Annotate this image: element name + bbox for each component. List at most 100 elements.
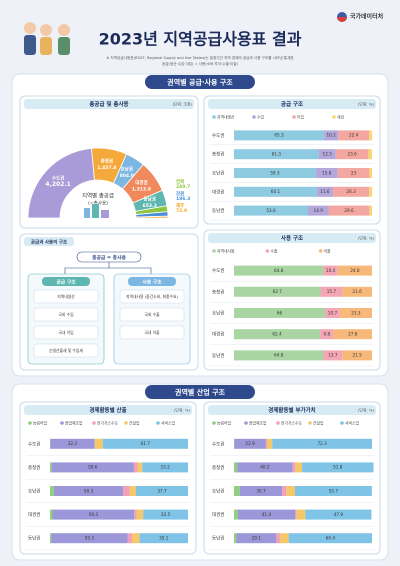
bar-segment	[369, 168, 372, 178]
value-label: 10.4	[326, 268, 336, 273]
value-label: 61.3	[272, 152, 282, 157]
category-label: 동남권	[28, 535, 40, 542]
item-label: 국내 이출	[144, 330, 160, 335]
legend-label: 서비스업	[345, 420, 359, 425]
bar-segment	[234, 130, 325, 141]
item-label: 지역내사용 (중간소비, 최종수요)	[126, 294, 179, 299]
value-label: 26.3	[346, 189, 356, 194]
value-label: 29.6	[344, 208, 354, 213]
value-label: 53.6	[266, 208, 276, 213]
category-label: 수도권	[212, 440, 224, 447]
value-label: 186.3	[176, 196, 190, 202]
unit-label: (단위: 조원)	[173, 102, 193, 107]
bar-segment	[234, 149, 319, 160]
legend-label: 지역내생산	[217, 114, 235, 119]
bar-segment	[131, 533, 140, 544]
bar-segment	[234, 168, 316, 178]
category-label: 호남권	[212, 488, 224, 495]
legend-marker	[340, 421, 344, 425]
item-label: 국외 수입	[58, 312, 73, 317]
card-title: 총공급 및 총사용	[89, 100, 128, 108]
city-icon	[84, 208, 90, 218]
category-label: 대경권	[212, 511, 224, 518]
value-label: 21.6	[352, 289, 362, 294]
legend-marker	[28, 421, 32, 425]
category-label: 대경권	[28, 511, 40, 518]
bar-segment	[265, 438, 268, 449]
legend-label: 광업제조업	[249, 420, 267, 425]
bar-segment	[337, 265, 372, 276]
category-label: 동남권	[212, 207, 224, 214]
legend-marker	[212, 249, 216, 253]
bar-segment	[50, 438, 95, 449]
section-pill	[145, 385, 255, 399]
item-box	[33, 325, 99, 340]
column-header	[128, 277, 176, 286]
card-header	[24, 99, 194, 109]
value-label: 32.2	[68, 441, 78, 446]
value-label: 1,313.8	[132, 186, 151, 192]
card-title: 사용 구조	[281, 234, 303, 242]
category-label: 수도권	[212, 132, 224, 139]
card-title: 경제활동별 부가가치	[268, 406, 315, 414]
bar-segment	[234, 308, 326, 318]
bar-segment	[50, 533, 52, 544]
segment-label: 전북	[176, 178, 184, 185]
value-label: 15.8	[322, 170, 332, 175]
bar-segment	[234, 329, 321, 340]
legend-label: 전기가스수도	[281, 420, 302, 425]
legend-marker	[318, 249, 323, 253]
bar-segment	[50, 509, 53, 520]
legend-marker	[252, 115, 256, 119]
connector	[64, 262, 152, 274]
value-label: 59.3	[89, 512, 99, 517]
bar-segment	[133, 462, 138, 473]
value-label: 23.3	[351, 310, 361, 315]
bar-segment	[234, 509, 238, 520]
legend-label: 이입	[297, 114, 304, 119]
item-label: 국외 수출	[144, 312, 160, 317]
bar-segment	[342, 286, 372, 297]
value-label: 66	[277, 310, 283, 315]
segment-label: 동남권	[144, 196, 156, 203]
legend-label: 전기가스수도	[97, 420, 118, 425]
bar-segment	[294, 486, 372, 496]
legend-label: 농림어업	[33, 420, 47, 425]
value-label: 59.3	[270, 170, 280, 175]
bar-segment	[272, 438, 372, 449]
item-box	[119, 289, 185, 304]
bar-segment	[368, 149, 372, 160]
bar-segment	[234, 350, 324, 361]
legend-label: 건설업	[313, 420, 324, 425]
bar-segment	[137, 462, 143, 473]
value-label: 62.4	[272, 332, 282, 337]
bar-segment	[323, 350, 343, 361]
card-title: 경제활동별 산출	[89, 406, 126, 414]
unit-label: (단위: %)	[358, 102, 375, 107]
bar-segment	[234, 205, 308, 216]
category-label: 수도권	[212, 267, 224, 274]
bar-segment	[234, 486, 240, 496]
bar-segment	[286, 486, 295, 496]
item-box	[119, 325, 185, 340]
category-label: 충청권	[212, 288, 224, 295]
value-label: 50.3	[84, 488, 94, 493]
category-label: 호남권	[212, 170, 224, 177]
legend-marker	[332, 115, 336, 119]
bar-segment	[139, 533, 188, 544]
legend-label: 수입	[257, 114, 264, 119]
card-header	[24, 405, 192, 415]
category-label: 대경권	[212, 188, 224, 195]
bar-segment	[234, 533, 237, 544]
segment-label: 강원	[176, 190, 184, 197]
value-label: 14.9	[314, 208, 324, 213]
value-label: 72.9	[176, 208, 187, 214]
bar-segment	[237, 509, 295, 520]
legend-label: 이출	[324, 248, 331, 253]
bar-segment	[328, 205, 370, 216]
legend-label: 지역내사용	[217, 248, 235, 253]
unit-label: (단위: %)	[358, 236, 375, 241]
column-title: 공급 구조	[56, 278, 76, 285]
bar-segment	[335, 149, 369, 160]
bar-segment	[296, 509, 306, 520]
